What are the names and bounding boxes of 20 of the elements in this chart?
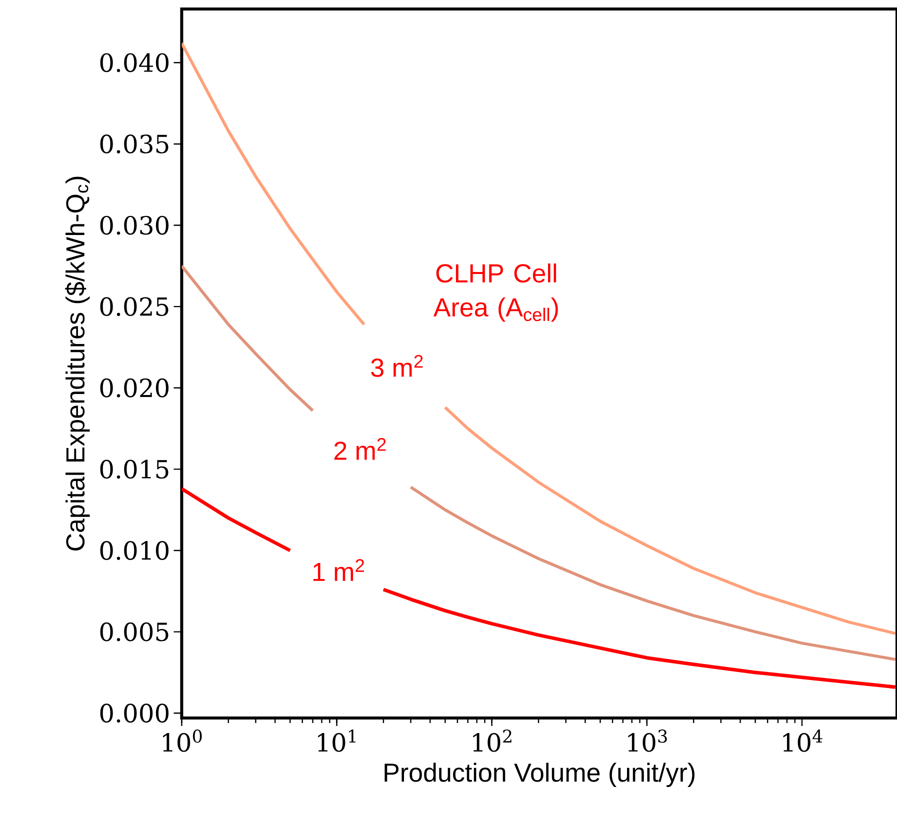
x-tick-label: 10$^{3}$ bbox=[628, 730, 667, 752]
series-label: 3 m$^{2}$ bbox=[371, 354, 423, 377]
x-tick-label: 10$^{0}$ bbox=[163, 730, 202, 752]
x-tick-label: 10$^{4}$ bbox=[783, 730, 822, 752]
y-tick-label: 0.035 bbox=[100, 134, 168, 154]
y-tick-label: 0.040 bbox=[100, 53, 169, 72]
y-axis-title: Capital Expenditures ($/kWh-Q$_{c}$) bbox=[65, 176, 90, 550]
x-tick-label: 10$^{2}$ bbox=[473, 730, 512, 752]
legend-title: CLHP Cell Area (A$_{cell}$) bbox=[433, 263, 558, 322]
y-tick-label: 0.030 bbox=[100, 216, 169, 235]
y-tick-label: 0.015 bbox=[100, 460, 168, 479]
y-tick-label: 0.005 bbox=[100, 622, 168, 642]
series-label: 2 m$^{2}$ bbox=[334, 438, 386, 460]
y-tick-label: 0.010 bbox=[100, 541, 169, 560]
y-tick-label: 0.000 bbox=[100, 704, 169, 723]
x-axis-title: Production Volume (unit/yr) bbox=[384, 762, 694, 788]
y-tick-label: 0.020 bbox=[100, 378, 169, 398]
series-label: 1 m$^{2}$ bbox=[313, 559, 364, 581]
x-tick-label: 10$^{1}$ bbox=[318, 730, 356, 752]
y-tick-label: 0.025 bbox=[100, 297, 168, 316]
